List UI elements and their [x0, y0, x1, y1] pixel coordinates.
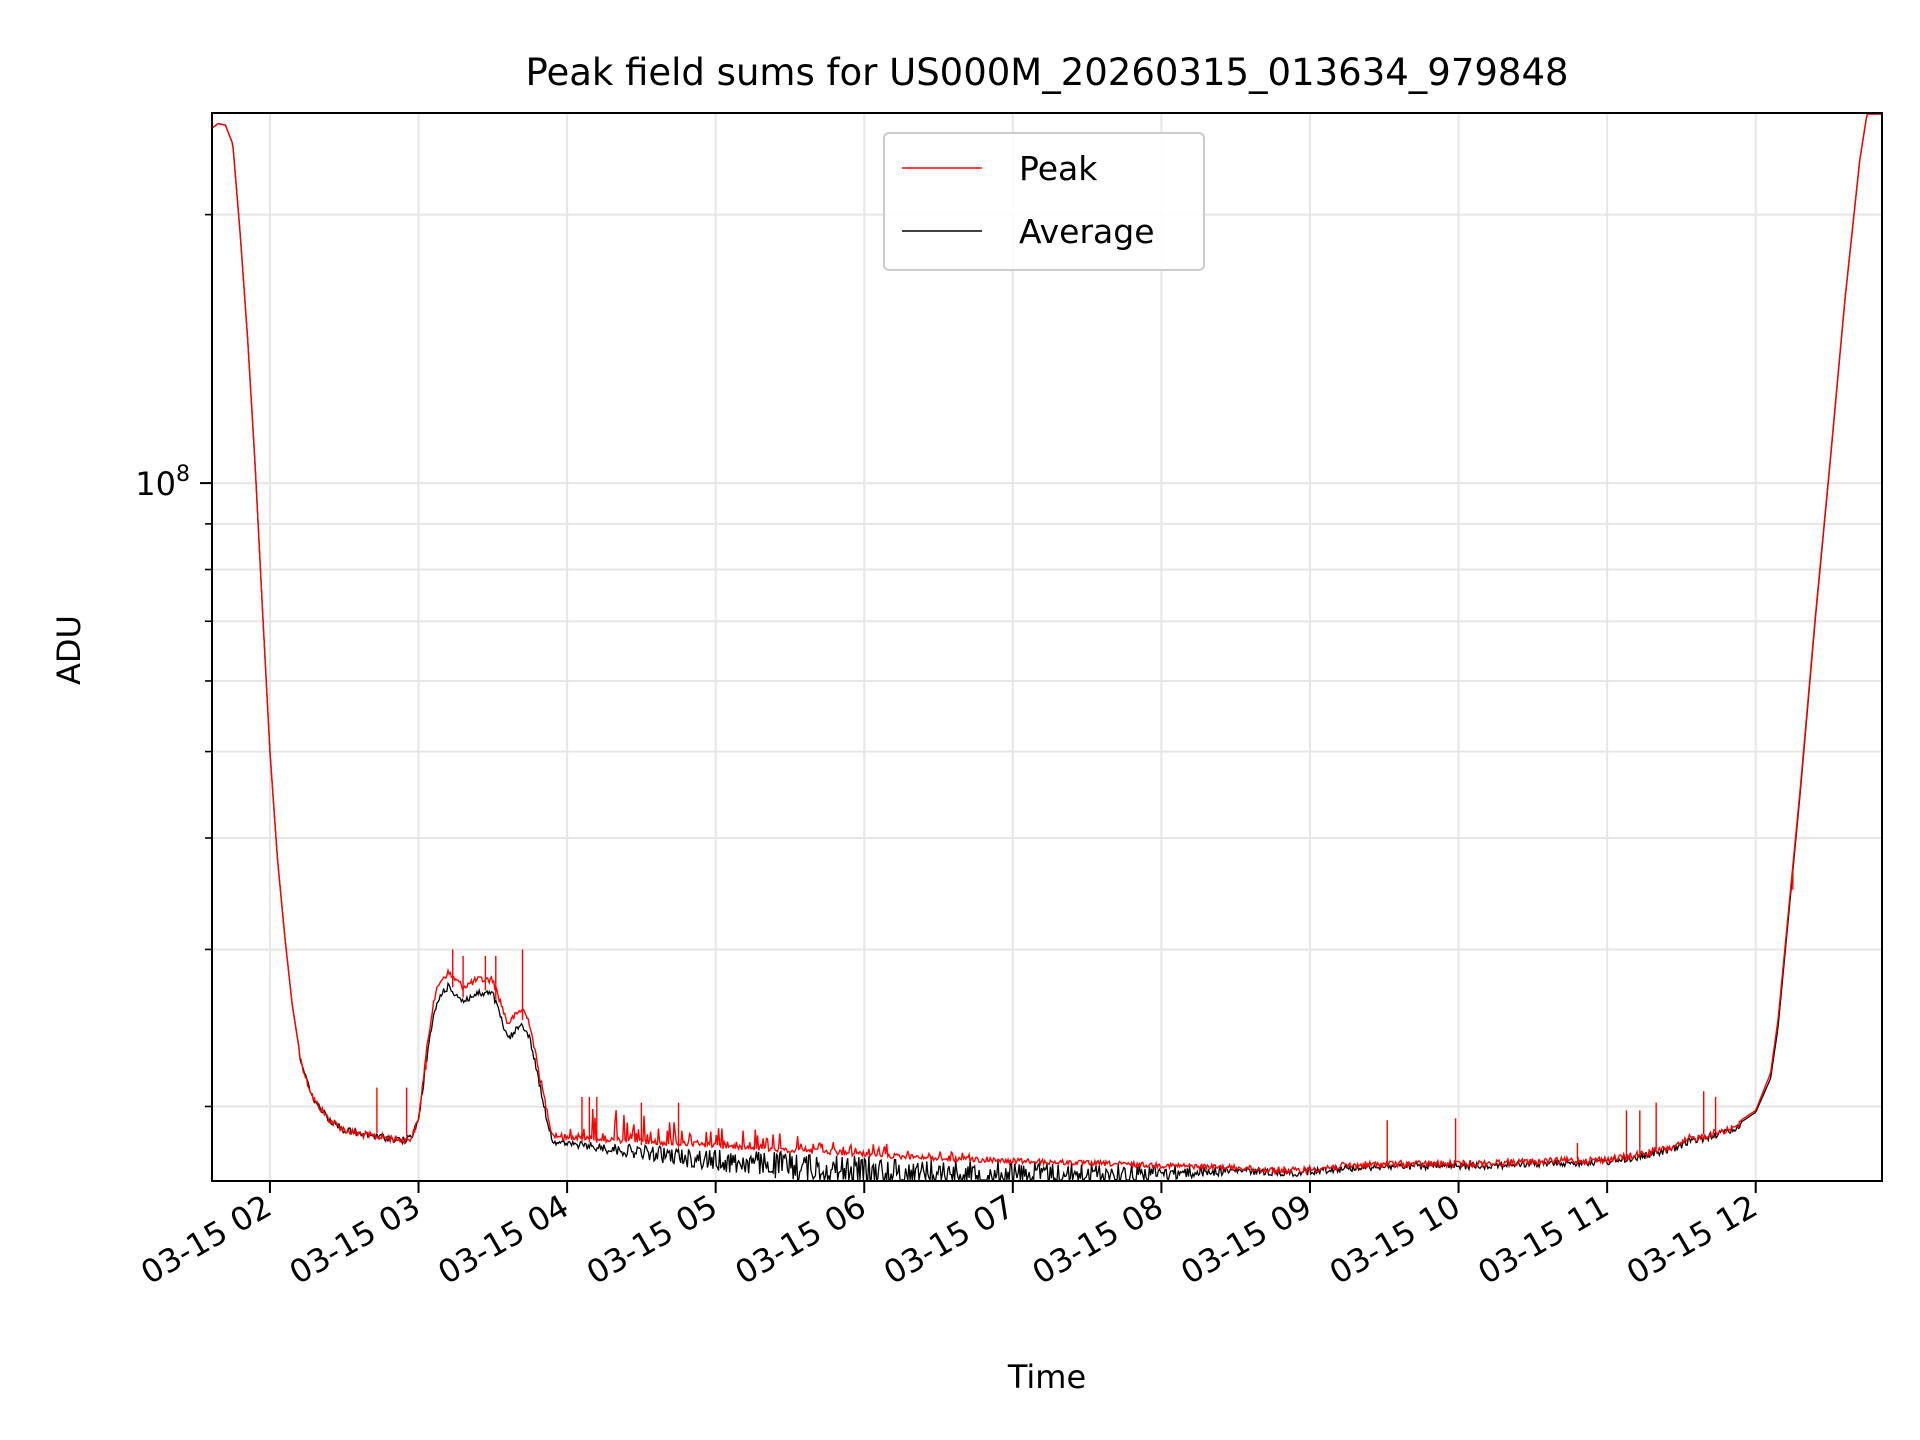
y-axis-ticks: 108 — [135, 213, 212, 1108]
legend-label-average: Average — [1019, 212, 1155, 251]
y-axis-label: ADU — [50, 615, 88, 685]
series-peak — [211, 113, 1882, 1177]
legend: Peak Average — [883, 132, 1205, 271]
line-peak — [211, 113, 1882, 1177]
legend-label-peak: Peak — [1019, 149, 1098, 188]
y-tick-label: 108 — [135, 462, 190, 503]
chart-title: Peak field sums for US000M_20260315_0136… — [525, 51, 1568, 94]
plot-frame — [211, 112, 1883, 1182]
x-axis-label: Time — [1007, 1358, 1086, 1396]
gridlines — [212, 113, 1882, 1181]
